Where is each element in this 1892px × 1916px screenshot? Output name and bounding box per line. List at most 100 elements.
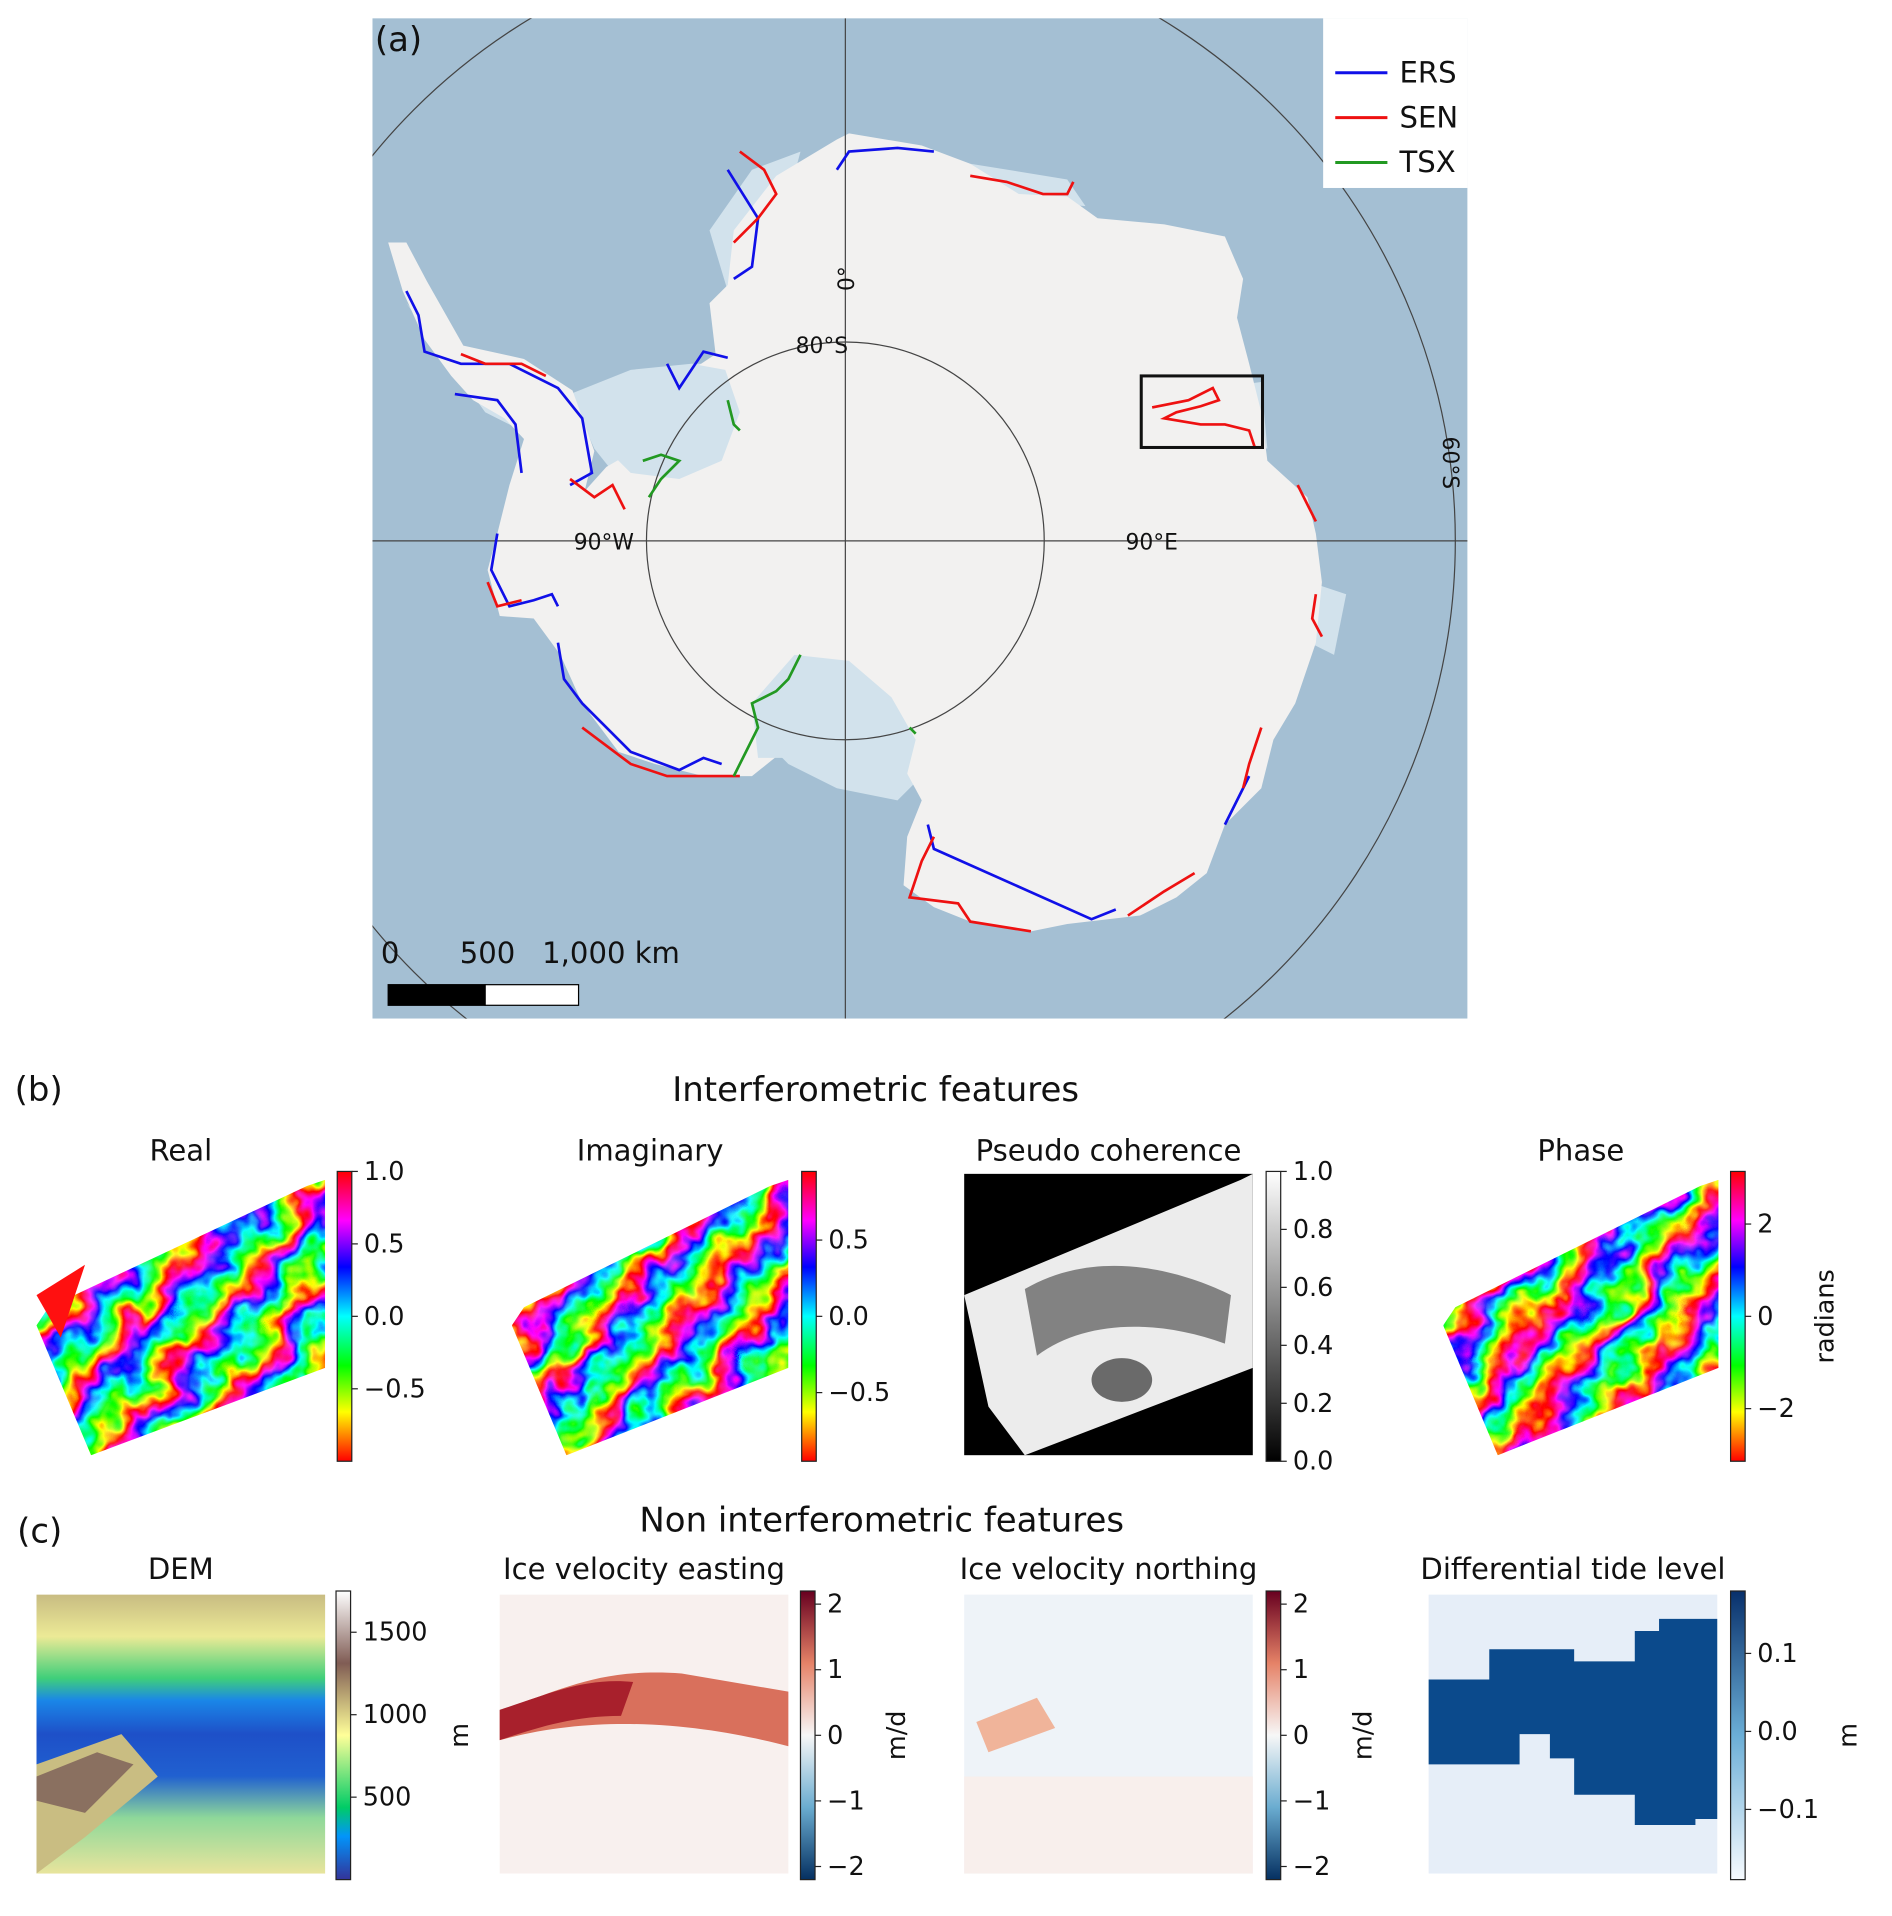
grounding-line-sen (1310, 594, 1324, 638)
colorbar-tick-label: 0.0 (828, 1302, 868, 1332)
colorbar-tick-label: 0.6 (1293, 1273, 1333, 1303)
colorbar (336, 1170, 353, 1462)
label-90e: 90°E (1125, 530, 1177, 555)
colorbar-tick-label: −0.5 (364, 1374, 426, 1404)
tide-level-image (1428, 1594, 1718, 1874)
colorbar-tick-label: 1000 (363, 1700, 428, 1730)
colorbar-tick-label: 2 (1757, 1210, 1773, 1240)
colorbar-tick-label: 1.0 (364, 1157, 404, 1187)
grounding-line-ers (489, 533, 560, 608)
colorbar (1729, 1590, 1746, 1881)
grounding-line-sen (732, 150, 778, 244)
grounding-line-sen (486, 581, 522, 608)
grounding-line-ers (665, 350, 729, 391)
subplot-ice-velocity-easting: Ice velocity easting 2 1 0 −1 −2 m/d (499, 1552, 912, 1882)
map-legend: ERS SEN TSX (1323, 18, 1468, 188)
subplot-differential-tide-level: Differential tide level 0.1 0.0 −0.1 m (1420, 1552, 1864, 1881)
panel-c-label: (c) (17, 1512, 62, 1552)
parallel-60s (372, 18, 1456, 1019)
grounding-line-sen (1241, 727, 1263, 789)
land (388, 133, 1322, 932)
velocity-northing-image (964, 1594, 1253, 1874)
ross-shelf-overlay (751, 654, 916, 789)
dem-image (36, 1594, 326, 1874)
colorbar (799, 1590, 816, 1881)
colorbar-tick-label: 0.0 (1757, 1717, 1797, 1747)
colorbar-label: m/d (882, 1711, 912, 1761)
grounding-line-ers (556, 642, 723, 772)
subplot-title: Differential tide level (1420, 1552, 1725, 1586)
grounding-line-tsx (642, 453, 682, 498)
colorbar-tick-label: 1 (1293, 1655, 1309, 1685)
panel-a-label: (a) (375, 20, 422, 60)
colorbar-tick-label: 0.2 (1293, 1389, 1333, 1419)
colorbar-tick-label: 0 (827, 1721, 843, 1751)
grounding-line-sen (569, 477, 626, 510)
colorbar (801, 1170, 817, 1462)
subplot-title: Imaginary (577, 1134, 724, 1168)
velocity-easting-image (499, 1594, 789, 1874)
grounding-line-sen (907, 836, 1032, 933)
grounding-lines (405, 146, 1324, 933)
coherence-image (964, 1173, 1253, 1456)
colorbar-tick-label: 2 (1293, 1590, 1309, 1620)
colorbar-label: m (445, 1723, 475, 1748)
interferogram-image (511, 1179, 789, 1456)
colorbar-tick-label: −1 (827, 1786, 865, 1816)
antarctica-map: 0° 80°S 90°W 90°E 60°S 0 500 1,000 km (372, 18, 1468, 1019)
study-area-box (1139, 374, 1265, 449)
graticule (372, 18, 1468, 1019)
label-80s: 80°S (796, 334, 849, 359)
colorbar-tick-label: 1500 (363, 1618, 428, 1648)
panel-b-label: (b) (15, 1070, 63, 1110)
subplot-title: Real (149, 1134, 212, 1168)
colorbar-tick-label: 1.0 (1293, 1157, 1333, 1187)
colorbar-tick-label: 0.4 (1293, 1331, 1333, 1361)
colorbar-tick-label: 0.0 (1293, 1447, 1333, 1477)
grounding-line-sen (460, 352, 547, 378)
colorbar-tick-label: 1 (827, 1655, 843, 1685)
grounding-line-ers (726, 169, 760, 281)
grounding-line-sen (581, 726, 740, 778)
legend-label-sen: SEN (1400, 100, 1459, 134)
colorbar-tick-label: −0.5 (828, 1378, 890, 1408)
subplot-title: Ice velocity northing (960, 1552, 1258, 1586)
interferogram-image (1443, 1179, 1719, 1456)
scale-label-1000: 1,000 km (542, 936, 680, 970)
subplot-title: DEM (148, 1552, 214, 1586)
grounding-line-sen (970, 174, 1075, 196)
colorbar (1729, 1170, 1746, 1462)
colorbar (1265, 1590, 1282, 1881)
grounding-line-sen (1127, 871, 1196, 917)
grounding-line-sen (1151, 386, 1257, 450)
label-60s: 60°S (1437, 437, 1462, 490)
subplot-title: Ice velocity easting (503, 1552, 785, 1586)
scale-label-500: 500 (460, 936, 516, 970)
label-90w: 90°W (574, 530, 634, 555)
subplot-title: Phase (1537, 1134, 1624, 1168)
grounding-line-tsx (908, 726, 917, 735)
colorbar-tick-label: 500 (363, 1783, 412, 1813)
grounding-line-tsx (732, 654, 802, 777)
colorbar (1265, 1170, 1282, 1462)
scale-bar: 0 500 1,000 km (381, 936, 680, 1006)
subplot-title: Pseudo coherence (976, 1134, 1242, 1168)
colorbar-tick-label: −2 (827, 1852, 865, 1882)
colorbar-tick-label: 0.0 (364, 1302, 404, 1332)
colorbar-tick-label: 0.5 (364, 1229, 404, 1259)
panel-b-title: Interferometric features (672, 1070, 1079, 1110)
colorbar-tick-label: −0.1 (1757, 1795, 1819, 1825)
subplot-phase: Phase 2 0 −2 radians (1443, 1134, 1841, 1462)
grounding-line-tsx (726, 399, 741, 432)
colorbar (335, 1590, 352, 1881)
colorbar-tick-label: 0.8 (1293, 1215, 1333, 1245)
colorbar-tick-label: −2 (1293, 1852, 1331, 1882)
subplot-dem: DEM 1500 1000 500 m (36, 1552, 475, 1881)
colorbar-label: m (1834, 1723, 1864, 1748)
subplot-pseudo-coherence: Pseudo coherence 1.0 0.8 0.6 0.4 0.2 0.0 (964, 1134, 1333, 1477)
legend-label-ers: ERS (1400, 55, 1457, 89)
colorbar-label: radians (1811, 1269, 1841, 1363)
grounding-line-sen (1296, 484, 1318, 523)
colorbar-tick-label: 0 (1293, 1721, 1309, 1751)
